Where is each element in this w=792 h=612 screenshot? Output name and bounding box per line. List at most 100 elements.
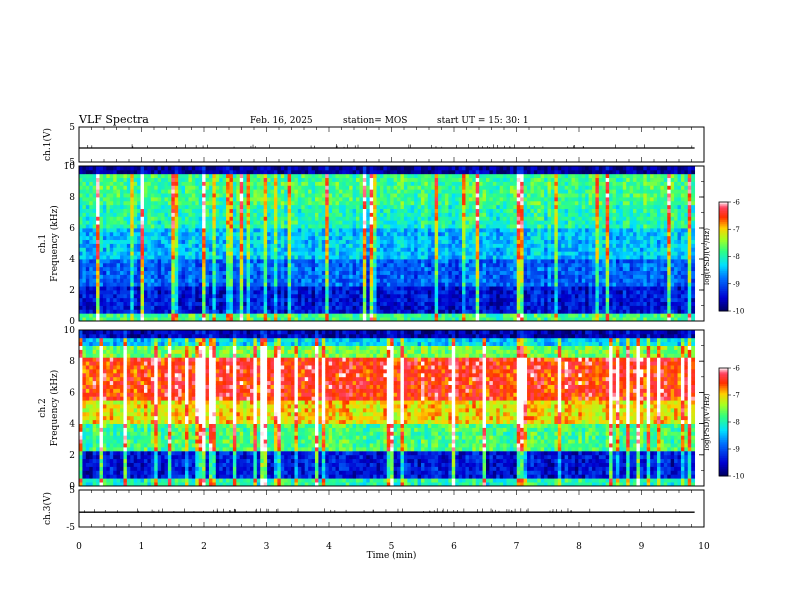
colorbar-step	[719, 280, 728, 283]
x-tick-label: 8	[576, 542, 582, 552]
colorbar-step	[719, 232, 728, 236]
colorbar-step	[719, 449, 728, 452]
y-tick-label: 0	[69, 317, 75, 327]
colorbar-step	[719, 238, 728, 241]
ch3-voltage-panel: 5 -5 ch.3(V) 0 1 2 3 4 5 6 7 8 9 10 Time (min)	[42, 486, 710, 561]
colorbar-step	[719, 431, 728, 434]
x-tick-label: 10	[698, 542, 710, 552]
colorbar-tick-label: -6	[733, 365, 740, 373]
y-tick-label: 10	[64, 162, 76, 172]
colorbar-step	[719, 395, 728, 398]
colorbar-step	[719, 465, 728, 468]
y-tick-label: 6	[69, 224, 75, 234]
colorbar-step	[719, 292, 728, 296]
colorbar-step	[719, 369, 728, 373]
x-tick-label: 3	[264, 542, 270, 552]
colorbar-step	[719, 231, 728, 234]
colorbar-step	[719, 287, 728, 290]
colorbar-step	[719, 281, 728, 285]
colorbar-step	[719, 229, 728, 232]
colorbar-step	[719, 452, 728, 455]
y-axis-label: Frequency (kHz)	[49, 370, 60, 447]
colorbar-step	[719, 202, 728, 205]
y-tick-label: 2	[69, 286, 75, 296]
y-tick-label: 10	[64, 326, 76, 336]
colorbar-step	[719, 467, 728, 470]
colorbar-step	[719, 384, 728, 387]
x-tick-label: 4	[326, 542, 332, 552]
y-tick-label: 2	[69, 451, 75, 461]
colorbar-step	[719, 240, 728, 243]
colorbar-step	[719, 276, 728, 279]
y-axis-label: ch.3(V)	[42, 492, 53, 525]
colorbar-step	[719, 420, 728, 423]
y-tick-label: 8	[69, 193, 75, 203]
colorbar-step	[719, 407, 728, 410]
colorbar-step	[719, 251, 728, 254]
colorbar-step	[719, 378, 728, 382]
colorbar-step	[719, 386, 728, 389]
y-tick-label: 5	[69, 486, 75, 496]
colorbar-step	[719, 258, 728, 261]
colorbar-step	[719, 271, 728, 274]
start-time-label: start UT = 15: 30: 1	[437, 116, 529, 126]
colorbar-step	[719, 423, 728, 427]
colorbar-step	[719, 380, 728, 383]
colorbar-step	[719, 429, 728, 432]
y-tick-label: 5	[69, 123, 75, 133]
colorbar-step	[719, 252, 728, 256]
colorbar-step	[719, 402, 728, 405]
colorbar-step	[719, 265, 728, 268]
panel-frame	[78, 329, 705, 487]
colorbar-step	[719, 203, 728, 207]
colorbar-step	[719, 377, 728, 380]
panel-channel-label: ch.2	[38, 398, 48, 417]
colorbar-step	[719, 234, 728, 238]
colorbar-step	[719, 221, 728, 225]
ch1-colorbar: -6 -7 -8 -9 -10 log(PSD)(V²/Hz)	[703, 199, 744, 316]
colorbar-step	[719, 382, 728, 385]
y-tick-label: 8	[69, 357, 75, 367]
colorbar-step	[719, 300, 728, 303]
colorbar-step	[719, 432, 728, 436]
panel-frame	[78, 126, 705, 163]
colorbar-step	[719, 211, 728, 214]
colorbar-step	[719, 441, 728, 445]
colorbar-label: log(PSD)(V²/Hz)	[703, 393, 711, 450]
colorbar-step	[719, 278, 728, 281]
colorbar-step	[719, 456, 728, 459]
colorbar-tick-label: -7	[733, 226, 740, 234]
colorbar-step	[719, 291, 728, 294]
colorbar-step	[719, 216, 728, 219]
colorbar-step	[719, 243, 728, 247]
colorbar-step	[719, 418, 728, 421]
colorbar-step	[719, 472, 728, 475]
station-label: station= MOS	[343, 116, 407, 126]
colorbar-step	[719, 459, 728, 463]
colorbar-step	[719, 209, 728, 212]
colorbar-step	[719, 387, 728, 391]
y-tick-label: 0	[69, 482, 75, 492]
colorbar-step	[719, 205, 728, 208]
date-label: Feb. 16, 2025	[250, 116, 313, 126]
colorbar-step	[719, 245, 728, 248]
colorbar-step	[719, 289, 728, 292]
colorbar-step	[719, 218, 728, 221]
x-tick-label: 7	[514, 542, 520, 552]
colorbar-step	[719, 220, 728, 223]
colorbar-step	[719, 396, 728, 400]
colorbar-step	[719, 307, 728, 310]
figure-title: VLF Spectra	[78, 113, 149, 126]
colorbar-step	[719, 373, 728, 376]
colorbar-tick-label: -9	[733, 280, 740, 288]
x-tick-label: 0	[76, 542, 82, 552]
x-tick-label: 6	[451, 542, 457, 552]
colorbar-step	[719, 438, 728, 441]
colorbar-step	[719, 296, 728, 299]
colorbar-step	[719, 269, 728, 272]
colorbar-step	[719, 294, 728, 297]
colorbar-tick-label: -8	[733, 253, 740, 261]
colorbar-tick-label: -6	[733, 199, 740, 207]
colorbar-step	[719, 223, 728, 227]
